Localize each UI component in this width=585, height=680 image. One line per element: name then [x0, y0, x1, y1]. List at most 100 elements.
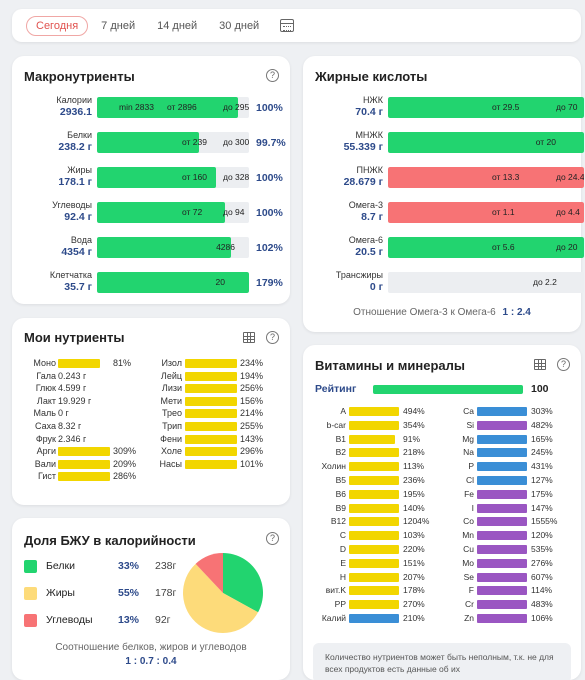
tab-14-days[interactable]: 14 дней [157, 19, 198, 32]
bju-title: Доля БЖУ в калорийности [24, 533, 196, 548]
fat-bar: от 1.1 до 4.4 [388, 202, 584, 223]
tab-7-days[interactable]: 7 дней [101, 19, 136, 32]
nutrient-label: Фрук [35, 433, 56, 444]
vitamin-value: 1204% [403, 516, 430, 527]
vitamin-label: PP [334, 599, 346, 610]
vitamin-value: 151% [403, 557, 425, 568]
bju-label: Жиры [46, 587, 75, 599]
vitamin-bar [349, 448, 399, 458]
nutrient-value: 214% [240, 408, 264, 419]
table-icon[interactable] [243, 332, 255, 343]
nutrient-value: 0 г [58, 408, 69, 419]
nutrient-bar [185, 371, 237, 381]
vitamin-bar [477, 476, 527, 485]
fat-value: 70.4 г [355, 106, 383, 118]
nutrient-label: Саха [34, 421, 56, 431]
fat-row: ПНЖК 28.679 г от 13.3 до 24.4 [315, 164, 585, 194]
macro-value: 92.4 г [64, 211, 92, 223]
help-icon[interactable]: ? [266, 69, 279, 82]
help-icon[interactable]: ? [557, 358, 570, 371]
fat-row: Трансжиры 0 г до 2.2 [315, 269, 585, 299]
fatty-acids-title: Жирные кислоты [315, 69, 428, 84]
bju-grams: 92г [155, 614, 171, 626]
period-tabs: Сегодня 7 дней 14 дней 30 дней [12, 9, 581, 42]
macro-bar-fill [97, 272, 249, 293]
nutrient-bar [185, 384, 237, 394]
vitamin-bar [349, 407, 399, 416]
vitamin-value: 494% [403, 406, 425, 416]
vitamin-bar [349, 545, 399, 554]
macro-from: от 160 [182, 172, 207, 182]
my-nutrients-card: Мои нутриенты ? Моно 81% Гала 0.243 г Глюк 4.… [12, 318, 290, 505]
macro-to: до 328 [223, 172, 249, 182]
help-icon[interactable]: ? [266, 331, 279, 344]
vitamin-label: вит.K [325, 585, 346, 596]
rating-label: Рейтинг [315, 383, 357, 395]
fat-from: от 29.5 [492, 102, 520, 112]
vitamin-bar [477, 614, 527, 623]
nutrient-label: Мети [160, 395, 182, 406]
fat-bar-fill [388, 132, 584, 153]
bju-swatch [24, 560, 37, 573]
macro-bar-fill [97, 132, 199, 153]
vitamin-bar [477, 600, 527, 610]
fat-bar-fill [388, 202, 584, 223]
vitamin-bar [477, 558, 527, 568]
macro-label: Вода [70, 235, 92, 245]
macro-from: от 239 [182, 137, 207, 147]
vitamin-bar [349, 586, 399, 596]
fat-to: до 20 [556, 242, 578, 252]
vitamin-label: Калий [321, 613, 346, 623]
nutrient-bar [185, 447, 237, 457]
fat-bar: от 20 [388, 132, 584, 153]
nutrient-bar [185, 422, 237, 431]
vitamin-value: 482% [531, 419, 553, 430]
vitamin-value: 178% [403, 585, 425, 596]
vitamin-label: Na [463, 447, 474, 458]
fat-label: ПНЖК [356, 165, 383, 175]
calendar-icon[interactable] [280, 19, 295, 32]
macro-value: 178.1 г [58, 176, 92, 188]
fat-from: от 1.1 [492, 207, 515, 217]
vitamin-value: 236% [403, 475, 425, 485]
macro-bar: 4286 [97, 237, 249, 258]
rating-bar [373, 385, 523, 394]
nutrient-value: 2.346 г [58, 433, 87, 444]
table-icon[interactable] [534, 359, 546, 370]
nutrient-value: 286% [113, 471, 137, 482]
fat-row: Омега-6 20.5 г от 5.6 до 20 [315, 234, 585, 264]
tab-30-days[interactable]: 30 дней [219, 19, 260, 32]
macro-value: 2936.1 [59, 106, 92, 118]
help-icon[interactable]: ? [266, 532, 279, 545]
macros-title: Макронутриенты [24, 69, 135, 84]
vitamin-label: D [339, 544, 346, 554]
macro-min: min 2833 [119, 102, 154, 112]
vitamin-bar [477, 503, 527, 513]
vitamin-label: E [340, 557, 346, 568]
omega-ratio: Отношение Омега-3 к Омега-6 1 : 2.4 [303, 307, 581, 318]
vitamin-label: Ca [463, 406, 474, 416]
vitamin-label: C [339, 530, 346, 541]
macro-bar: от 239 до 300 [97, 132, 249, 153]
tab-today[interactable]: Сегодня [26, 15, 89, 36]
vitamin-value: 175% [531, 488, 553, 499]
macro-value: 35.7 г [64, 281, 92, 293]
nutrient-label: Маль [33, 408, 56, 419]
vitamin-bar [477, 407, 527, 416]
nutrient-value: 156% [240, 395, 264, 406]
vitamin-bar [477, 517, 527, 527]
vitamin-value: 91% [403, 433, 421, 444]
vitamin-value: 140% [403, 502, 425, 513]
nutrient-label: Глюк [35, 383, 56, 394]
vitamin-value: 207% [403, 571, 425, 582]
macro-bar-fill [97, 202, 225, 223]
nutrient-value: 255% [240, 421, 264, 431]
macro-row: Клетчатка 35.7 г 20 179% [24, 269, 294, 299]
fat-from: от 13.3 [492, 172, 520, 182]
vitamin-value: 114% [531, 585, 553, 596]
nutrient-label: Насы [159, 458, 182, 469]
bju-legend-row: Углеводы 13% 92г [24, 612, 194, 632]
vitamin-label: Zn [464, 613, 474, 623]
vitamin-label: Co [463, 516, 474, 527]
